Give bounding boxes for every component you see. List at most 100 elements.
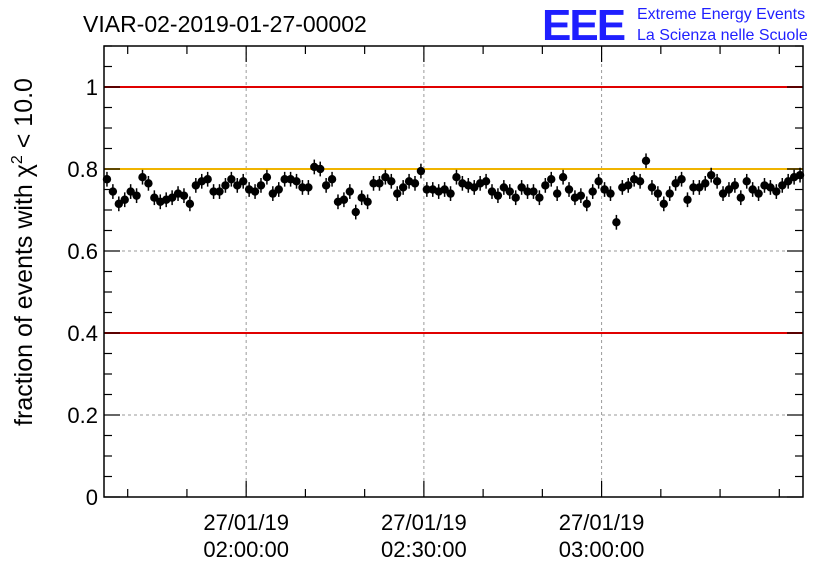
data-point bbox=[233, 181, 242, 190]
data-point bbox=[345, 187, 355, 196]
data-point bbox=[712, 177, 722, 186]
reference-lines bbox=[104, 86, 803, 334]
axes bbox=[103, 45, 804, 498]
data-point bbox=[748, 185, 757, 194]
data-point bbox=[375, 179, 384, 188]
data-point bbox=[452, 173, 461, 182]
x-tick-date-label: 27/01/19 bbox=[559, 510, 645, 535]
y-axis-label: fraction of events with χ2 < 10.0 bbox=[9, 78, 38, 426]
logo-letters: EEE bbox=[542, 1, 625, 50]
y-axis-label-suffix: < 10.0 bbox=[10, 78, 38, 155]
data-point bbox=[706, 170, 716, 180]
y-ticks: 0 0.2 0.4 0.6 0.8 1 bbox=[67, 75, 98, 510]
chart-title: VIAR-02-2019-01-27-00002 bbox=[83, 11, 367, 37]
data-point bbox=[588, 187, 597, 196]
eee-logo: EEE Extreme Energy Events La Scienza nel… bbox=[542, 1, 808, 50]
data-point bbox=[179, 191, 189, 200]
data-point bbox=[635, 177, 645, 186]
data-point bbox=[677, 175, 686, 184]
data-point bbox=[138, 173, 147, 182]
y-axis-label-symbol: χ bbox=[10, 164, 38, 177]
data-point bbox=[529, 187, 538, 196]
y-tick-label: 0.2 bbox=[67, 403, 98, 428]
logo-line-2: La Scienza nelle Scuole bbox=[637, 27, 808, 44]
data-point bbox=[647, 183, 657, 192]
data-point bbox=[393, 189, 402, 198]
data-point bbox=[114, 199, 124, 209]
data-point bbox=[209, 187, 218, 196]
data-point bbox=[493, 191, 503, 200]
data-point bbox=[316, 164, 325, 174]
data-point bbox=[576, 191, 586, 200]
data-point bbox=[381, 173, 390, 182]
data-point bbox=[535, 193, 544, 202]
data-point bbox=[274, 185, 283, 194]
data-point bbox=[695, 183, 704, 192]
data-point bbox=[369, 179, 378, 188]
data-point bbox=[499, 183, 509, 192]
y-tick-label: 0.6 bbox=[67, 239, 98, 264]
data-point bbox=[446, 189, 455, 198]
data-point bbox=[701, 179, 710, 188]
logo-line-1: Extreme Energy Events bbox=[637, 6, 805, 23]
data-point bbox=[191, 181, 201, 190]
data-point bbox=[102, 175, 112, 184]
data-point bbox=[126, 187, 135, 196]
data-point bbox=[398, 183, 408, 192]
data-point bbox=[440, 185, 449, 194]
data-point bbox=[227, 175, 236, 184]
y-tick-label: 0.8 bbox=[67, 157, 98, 182]
data-point bbox=[351, 207, 360, 217]
data-point bbox=[511, 193, 520, 202]
data-point bbox=[221, 181, 230, 190]
data-point bbox=[363, 197, 372, 206]
y-axis-label-exponent: 2 bbox=[9, 155, 26, 164]
data-point bbox=[292, 177, 301, 186]
data-point bbox=[268, 189, 278, 198]
data-point bbox=[606, 189, 615, 198]
data-point bbox=[517, 183, 526, 192]
x-tick-time-label: 03:00:00 bbox=[559, 537, 645, 562]
data-point bbox=[167, 193, 177, 202]
y-tick-label: 0.4 bbox=[67, 321, 98, 346]
data-point bbox=[683, 195, 692, 204]
data-point bbox=[339, 195, 349, 204]
data-point bbox=[239, 177, 248, 186]
data-point bbox=[250, 187, 260, 196]
data-point bbox=[470, 183, 479, 192]
y-axis-label-prefix: fraction of events with bbox=[10, 177, 38, 426]
grid bbox=[104, 46, 803, 497]
x-tick-date-label: 27/01/19 bbox=[203, 510, 289, 535]
data-point bbox=[144, 179, 153, 188]
data-point bbox=[671, 179, 680, 188]
data-point bbox=[481, 177, 491, 186]
data-point bbox=[612, 218, 621, 227]
data-point bbox=[783, 177, 793, 186]
data-point bbox=[132, 191, 141, 200]
data-point bbox=[665, 189, 674, 198]
data-point bbox=[541, 181, 550, 190]
data-point bbox=[564, 185, 574, 194]
data-point bbox=[600, 185, 609, 194]
data-point bbox=[624, 181, 633, 190]
data-point bbox=[416, 166, 426, 176]
data-point bbox=[659, 199, 668, 209]
x-tick-date-label: 27/01/19 bbox=[381, 510, 467, 535]
data-point bbox=[487, 187, 497, 196]
data-point bbox=[150, 193, 159, 202]
data-point bbox=[795, 170, 805, 180]
data-point bbox=[410, 179, 420, 188]
data-point bbox=[689, 183, 698, 192]
data-point bbox=[736, 193, 746, 202]
y-tick-label: 0 bbox=[86, 485, 98, 510]
data-point bbox=[298, 183, 307, 192]
data-point bbox=[653, 189, 663, 198]
data-point bbox=[641, 156, 651, 165]
data-point bbox=[724, 185, 734, 194]
y-tick-label: 1 bbox=[86, 75, 98, 100]
data-point bbox=[203, 175, 212, 184]
data-point bbox=[185, 199, 195, 209]
data-point bbox=[594, 177, 603, 186]
data-point bbox=[256, 181, 266, 190]
